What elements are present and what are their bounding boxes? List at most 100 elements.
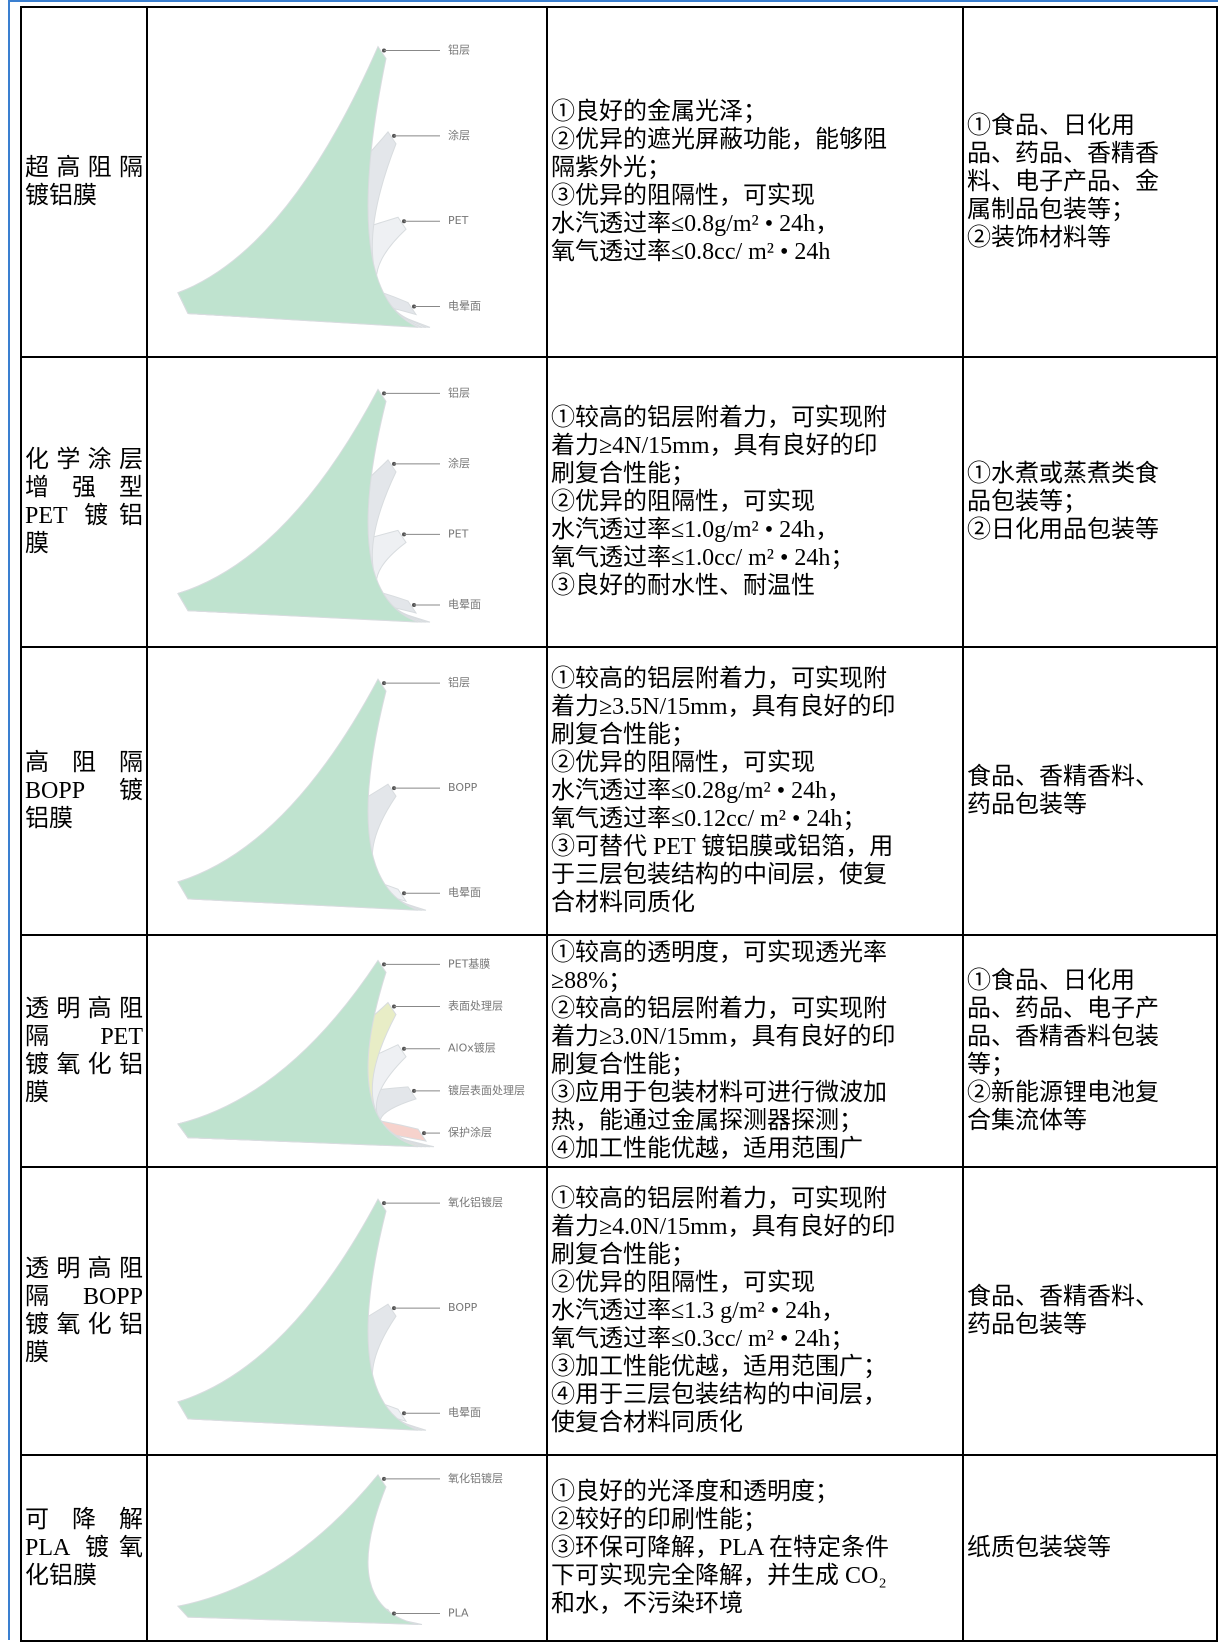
property-line: ②优异的遮光屏蔽功能，能够阻 [551,127,887,153]
application-line: ②装饰材料等 [967,225,1111,251]
layer-label: PET [448,527,469,540]
layer-label: 涂层 [448,456,470,470]
property-line: 水汽透过率≤1.0g/m² • 24h， [551,517,840,543]
table-row: 透明高阻隔 PET 镀氧化铝膜 PET基膜表面处理层 AlOx镀层镀层表面处理层 保护涂… [20,934,1218,1168]
name-cell: 化学涂层 增强型 PET 镀铝膜 [20,356,148,648]
product-name-line: 膜 [25,1080,49,1106]
image-cell: PET基膜表面处理层 AlOx镀层镀层表面处理层 保护涂层 [146,934,548,1168]
application-line: ①水煮或蒸煮类食 [967,461,1159,487]
product-name-line: 透明高阻 [25,996,143,1022]
film-layer [177,45,419,328]
property-line: ②优异的阻隔性，可实现 [551,489,815,515]
properties-cell: ①较高的铝层附着力，可实现附 着力≥4N/15mm，具有良好的印 刷复合性能； ②优异… [546,356,964,648]
property-line: 和水，不污染环境 [551,1591,743,1617]
layer-label: 铝层 [448,43,470,57]
property-line: ②较好的印刷性能； [551,1507,767,1533]
property-line: ②优异的阻隔性，可实现 [551,750,815,776]
property-line: 氧气透过率≤0.3cc/ m² • 24h； [551,1326,855,1352]
properties-cell: ①较高的铝层附着力，可实现附 着力≥4.0N/15mm，具有良好的印 刷复合性能； ②… [546,1166,964,1456]
layer-label: 氧化铝镀层 [448,1471,503,1485]
properties-cell: ①良好的金属光泽； ②优异的遮光屏蔽功能，能够阻 隔紫外光； ③优异的阻隔性，可实现水… [546,6,964,358]
property-line: ③良好的耐水性、耐温性 [551,573,815,599]
product-table: 超高阻隔 镀铝膜 铝层 涂层 PET 电晕面 ①良好的金属光泽； ②优异的遮光屏蔽功能，能够阻… [20,6,1218,1642]
layer-diagram: 氧化铝镀层 BOPP 电晕面 [177,1195,503,1431]
name-cell: 透明高阻隔 PET 镀氧化铝膜 [20,934,148,1168]
table-row: 化学涂层 增强型 PET 镀铝膜 铝层涂层 PET 电晕面 ①较高的铝层附着力，可实现附 着力… [20,356,1218,648]
layer-label: 铝层 [448,385,470,399]
application-line: 品、香精香料包装 [967,1024,1159,1050]
applications-cell: ①食品、日化用 品、药品、香精香 料、电子产品、金 属制品包装等； ②装饰材料等 [962,6,1218,358]
product-name-line: PLA 镀氧 [25,1535,143,1561]
product-name-line: 膜 [25,1340,49,1366]
application-line: 等； [967,1052,1015,1078]
application-line: 合集流体等 [967,1108,1087,1134]
layer-label: 铝层 [448,675,470,689]
image-cell: 氧化铝镀层 PLA [146,1454,548,1642]
property-line: 水汽透过率≤0.28g/m² • 24h， [551,778,852,804]
application-line: ①食品、日化用 [967,968,1135,994]
application-line: ①食品、日化用 [967,113,1135,139]
property-line: ①较高的铝层附着力，可实现附 [551,1186,887,1212]
image-cell: 氧化铝镀层 BOPP 电晕面 [146,1166,548,1456]
product-name-line: 透明高阻 [25,1256,143,1282]
application-line: 食品、香精香料、 [967,1284,1159,1310]
property-line: 于三层包装结构的中间层，使复 [551,862,887,888]
layer-label: PET [448,214,469,227]
film-layer [177,388,419,623]
property-line: ③优异的阻隔性，可实现 [551,183,815,209]
product-name-line: 镀氧化铝 [25,1052,143,1078]
product-name-line: BOPP 镀 [25,778,143,804]
product-name-line: 高阻隔 [25,750,143,776]
product-name-line: 化学涂层 [25,447,143,473]
properties-cell: ①较高的铝层附着力，可实现附 着力≥3.5N/15mm，具有良好的印 刷复合性能； ②… [546,646,964,936]
table-row: 高阻隔 BOPP 镀铝膜 铝层 BOPP 电晕面 ①较高的铝层附着力，可实现附 着力≥3.5… [20,646,1218,936]
layer-label: BOPP [448,1301,478,1314]
property-line: 水汽透过率≤0.8g/m² • 24h， [551,211,840,237]
layer-label: 电晕面 [448,300,481,313]
page-frame [8,0,1218,1640]
layer-label: 表面处理层 [448,999,503,1013]
property-line: 刷复合性能； [551,722,695,748]
film-layer [177,959,419,1148]
product-name-line: 镀氧化铝 [25,1312,143,1338]
layer-label: AlOx镀层 [448,1041,496,1055]
property-line: ③应用于包装材料可进行微波加 [551,1080,887,1106]
table-row: 透明高阻隔 BOPP 镀氧化铝膜 氧化铝镀层 BOPP 电晕面 ①较高的铝层附着力，可实现… [20,1166,1218,1456]
film-layer [177,1474,419,1625]
property-line: 着力≥3.0N/15mm，具有良好的印 [551,1024,896,1050]
applications-cell: 纸质包装袋等 [962,1454,1218,1642]
product-name-line: 化铝膜 [25,1563,97,1589]
property-line: 着力≥3.5N/15mm，具有良好的印 [551,694,896,720]
layer-label: 镀层表面处理层 [448,1083,525,1097]
product-name-line: 可降解 [25,1507,143,1533]
property-line: ③可替代 PET 镀铝膜或铝箔，用 [551,834,894,860]
property-line: ≥88%； [551,968,633,994]
film-layer [177,678,419,911]
property-line: ①较高的透明度，可实现透光率 [551,940,887,966]
property-line: ③环保可降解，PLA 在特定条件 [551,1535,890,1561]
layer-label: 电晕面 [448,598,481,611]
property-line: ②较高的铝层附着力，可实现附 [551,996,887,1022]
properties-cell: ①良好的光泽度和透明度； ②较好的印刷性能； ③环保可降解，PLA 在特定条件 下可实… [546,1454,964,1642]
image-cell: 铝层 BOPP 电晕面 [146,646,548,936]
property-line: 氧气透过率≤1.0cc/ m² • 24h； [551,545,855,571]
property-line: 使复合材料同质化 [551,1410,743,1436]
applications-cell: 食品、香精香料、 药品包装等 [962,646,1218,936]
product-name-line: 增强型 [25,475,143,501]
property-line: ③加工性能优越，适用范围广； [551,1354,887,1380]
table-row: 超高阻隔 镀铝膜 铝层 涂层 PET 电晕面 ①良好的金属光泽； ②优异的遮光屏蔽功能，能够阻… [20,6,1218,358]
property-line: 氧气透过率≤0.12cc/ m² • 24h； [551,806,867,832]
property-line: 着力≥4N/15mm，具有良好的印 [551,433,878,459]
property-line: ④加工性能优越，适用范围广 [551,1136,863,1162]
name-cell: 高阻隔 BOPP 镀铝膜 [20,646,148,936]
product-name-line: 隔 PET [25,1024,143,1050]
property-line: ①良好的金属光泽； [551,99,767,125]
application-line: 品、药品、香精香 [967,141,1159,167]
property-line: 热，能通过金属探测器探测； [551,1108,863,1134]
product-name-line: 隔 BOPP [25,1284,143,1310]
layer-label: 氧化铝镀层 [448,1195,503,1209]
layer-label: PET基膜 [448,957,490,970]
layer-label: 保护涂层 [448,1125,492,1139]
